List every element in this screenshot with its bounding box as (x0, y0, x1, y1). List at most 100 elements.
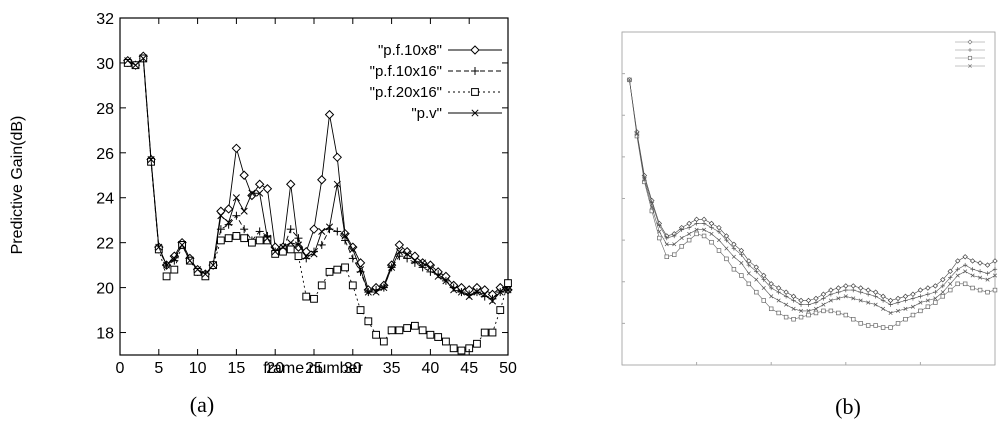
data-point (232, 211, 241, 220)
data-point (925, 304, 931, 309)
data-point (701, 233, 707, 239)
chart-a-x-axis-label: frame number (263, 360, 363, 377)
data-point (642, 177, 647, 182)
data-point (843, 312, 849, 318)
data-point (232, 194, 240, 202)
data-point (865, 323, 871, 328)
data-point (806, 302, 811, 307)
data-point (790, 293, 797, 300)
data-point (170, 265, 179, 274)
data-point (761, 277, 766, 282)
x-tick-label: 40 (422, 360, 440, 377)
data-point (798, 314, 804, 320)
data-point (813, 295, 819, 302)
series-line-1 (626, 77, 998, 304)
data-point (480, 328, 489, 337)
data-point (634, 131, 639, 136)
data-point (294, 241, 303, 249)
chart-a-series-group (123, 51, 513, 355)
data-point (731, 267, 737, 272)
data-point (775, 285, 782, 291)
data-point (835, 285, 842, 291)
data-point (798, 297, 804, 304)
data-point (813, 300, 819, 305)
data-point (279, 247, 287, 256)
data-point (178, 241, 186, 249)
data-point (896, 308, 901, 313)
data-point (932, 283, 939, 289)
chart-a-caption: (a) (190, 392, 214, 417)
data-point (694, 231, 699, 237)
data-point (866, 300, 871, 305)
data-point (418, 263, 427, 272)
data-point (372, 288, 380, 296)
x-tick-label: 25 (305, 360, 323, 377)
data-point (872, 289, 879, 295)
data-point (791, 298, 796, 303)
data-point (388, 263, 396, 271)
data-point (657, 235, 662, 241)
x-tick-label: 10 (189, 360, 207, 377)
data-point (851, 287, 856, 293)
data-point (851, 316, 856, 322)
data-point (504, 279, 512, 288)
y-tick-label: 28 (96, 101, 114, 118)
data-point (372, 330, 380, 339)
data-point (731, 254, 736, 259)
data-point (947, 268, 953, 275)
data-point (783, 294, 789, 299)
data-point (895, 300, 901, 305)
data-point (232, 232, 241, 240)
legend-marker (471, 109, 479, 117)
x-tick-label: 20 (266, 360, 284, 377)
data-point (294, 252, 303, 261)
data-point (248, 189, 256, 197)
data-point (746, 271, 751, 276)
data-point (977, 287, 983, 293)
data-point (709, 231, 714, 236)
data-point (910, 304, 915, 309)
data-point (240, 225, 249, 234)
data-point (679, 227, 684, 232)
data-point (865, 292, 871, 297)
data-point (724, 237, 729, 243)
data-point (348, 281, 357, 290)
data-point (940, 283, 945, 289)
data-point (657, 223, 662, 228)
chart-a-ticks: 0 5 10 15 20 25 30 35 40 45 50 18 20 22 24 26 28 30 32 (96, 11, 517, 377)
data-point (481, 290, 489, 298)
data-point (403, 324, 412, 332)
data-point (333, 180, 341, 188)
data-point (791, 316, 796, 322)
data-point (984, 262, 991, 268)
legend-marker (968, 48, 972, 52)
data-point (731, 246, 737, 251)
data-point (671, 252, 677, 257)
data-point (895, 295, 901, 302)
data-point (387, 326, 396, 335)
data-point (318, 227, 326, 235)
data-point (985, 289, 990, 295)
data-point (426, 330, 435, 339)
data-point (970, 267, 975, 272)
data-point (262, 184, 273, 194)
data-point (739, 252, 744, 257)
data-point (201, 272, 210, 281)
y-tick-label: 18 (96, 326, 114, 343)
data-point (686, 220, 692, 227)
data-point (496, 306, 505, 314)
data-point (256, 189, 264, 197)
series-path (629, 79, 996, 301)
data-point (858, 321, 863, 326)
data-point (286, 179, 296, 189)
x-tick-label: 35 (383, 360, 401, 377)
data-point (940, 294, 945, 299)
data-point (170, 254, 178, 262)
data-point (843, 283, 849, 289)
legend-label: "p.f.10x16" (370, 63, 442, 80)
chart-a-y-axis-label: Predictive Gain(dB) (9, 116, 26, 255)
data-point (702, 227, 707, 232)
data-point (131, 61, 140, 69)
data-point (263, 234, 271, 242)
